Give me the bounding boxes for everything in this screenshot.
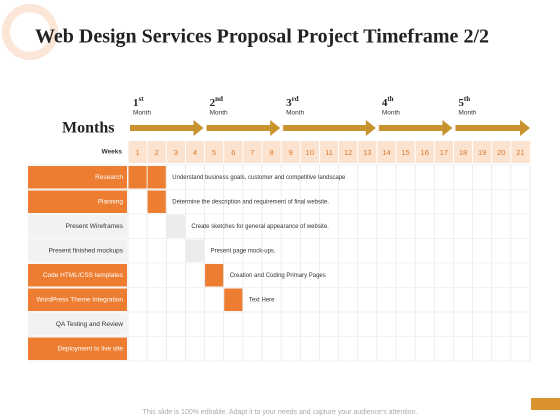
month-arrow bbox=[455, 120, 530, 136]
month-label: Month bbox=[210, 110, 228, 117]
week-number: 11 bbox=[325, 148, 333, 157]
task-label-cell bbox=[28, 215, 127, 238]
month-label: Month bbox=[458, 110, 476, 117]
week-number: 2 bbox=[155, 148, 159, 157]
task-bar bbox=[147, 190, 166, 213]
week-number: 4 bbox=[193, 148, 197, 157]
month-number: 2 bbox=[210, 97, 216, 109]
month-label: Month bbox=[382, 110, 400, 117]
task-description: Present page mock-ups. bbox=[211, 248, 276, 254]
month-ordinal: 3rd bbox=[286, 95, 299, 109]
month-arrow bbox=[283, 120, 376, 136]
task-name: Research bbox=[95, 174, 123, 181]
week-number: 17 bbox=[440, 148, 448, 157]
task-label-cell bbox=[28, 288, 127, 311]
week-number: 18 bbox=[459, 148, 467, 157]
month-number: 1 bbox=[133, 97, 139, 109]
month-number: 4 bbox=[382, 97, 388, 109]
task-bar bbox=[185, 239, 205, 262]
month-ordinal: 2nd bbox=[210, 95, 223, 109]
months-label: Months bbox=[62, 120, 114, 137]
month-arrow bbox=[378, 120, 453, 136]
task-description: Create sketches for general appearance o… bbox=[191, 224, 329, 230]
week-number: 1 bbox=[135, 148, 139, 157]
month-label: Month bbox=[133, 110, 151, 117]
week-number: 16 bbox=[421, 148, 429, 157]
title: Web Design Services Proposal Project Tim… bbox=[35, 26, 489, 48]
task-name: WordPress Theme Integration bbox=[37, 296, 124, 303]
week-number: 14 bbox=[382, 148, 390, 157]
decor-ring bbox=[2, 4, 58, 60]
weeks-label: Weeks bbox=[102, 149, 123, 156]
task-label-cell bbox=[28, 239, 127, 262]
month-number: 5 bbox=[458, 97, 464, 109]
month-arrow bbox=[206, 120, 281, 136]
task-name: Present Wireframes bbox=[66, 223, 124, 230]
task-description: Understand business goals, customer and … bbox=[172, 175, 346, 181]
task-description: Determine the description and requiremen… bbox=[172, 199, 329, 205]
week-number: 21 bbox=[516, 148, 524, 157]
task-bar bbox=[128, 166, 147, 189]
decor-bar bbox=[531, 398, 560, 410]
task-name: Code HTML/CSS templates bbox=[43, 272, 124, 279]
week-number: 6 bbox=[231, 148, 235, 157]
week-number: 15 bbox=[401, 148, 409, 157]
week-number: 7 bbox=[250, 148, 254, 157]
week-number: 20 bbox=[497, 148, 505, 157]
month-arrow bbox=[130, 120, 204, 136]
task-label-cell bbox=[28, 264, 127, 287]
task-name: Present finished mockups bbox=[49, 247, 124, 254]
week-number: 10 bbox=[306, 148, 314, 157]
task-bar bbox=[166, 215, 185, 238]
task-description: Creation and Coding Primary Pages bbox=[230, 273, 326, 279]
week-number: 3 bbox=[174, 148, 178, 157]
month-suffix: nd bbox=[215, 95, 223, 103]
week-number: 9 bbox=[289, 148, 293, 157]
task-bar bbox=[147, 166, 166, 189]
task-name: QA Testing and Review bbox=[56, 321, 123, 328]
week-number: 19 bbox=[478, 148, 486, 157]
task-bar bbox=[205, 264, 224, 287]
month-ordinal: 4th bbox=[382, 95, 394, 109]
month-suffix: st bbox=[139, 95, 145, 103]
month-ordinal: 1st bbox=[133, 95, 144, 109]
month-label: Month bbox=[286, 110, 304, 117]
task-label-cell bbox=[28, 337, 127, 360]
task-label-cell bbox=[28, 166, 127, 189]
week-number: 8 bbox=[269, 148, 273, 157]
week-number: 12 bbox=[344, 148, 352, 157]
task-label-cell bbox=[28, 313, 127, 336]
task-bar bbox=[224, 288, 243, 311]
month-suffix: th bbox=[464, 95, 470, 103]
week-number: 5 bbox=[212, 148, 216, 157]
task-description: Text Here bbox=[249, 297, 275, 303]
footer: This slide is 100% editable. Adapt it to… bbox=[143, 409, 418, 416]
weeks-header-bg bbox=[128, 141, 530, 163]
task-label-cell bbox=[28, 190, 127, 213]
month-ordinal: 5th bbox=[458, 95, 470, 109]
task-name: Planning bbox=[98, 198, 124, 205]
month-suffix: th bbox=[387, 95, 393, 103]
month-number: 3 bbox=[286, 97, 292, 109]
week-number: 13 bbox=[363, 148, 371, 157]
task-name: Deployment to live site bbox=[58, 345, 124, 352]
month-suffix: rd bbox=[292, 95, 299, 103]
